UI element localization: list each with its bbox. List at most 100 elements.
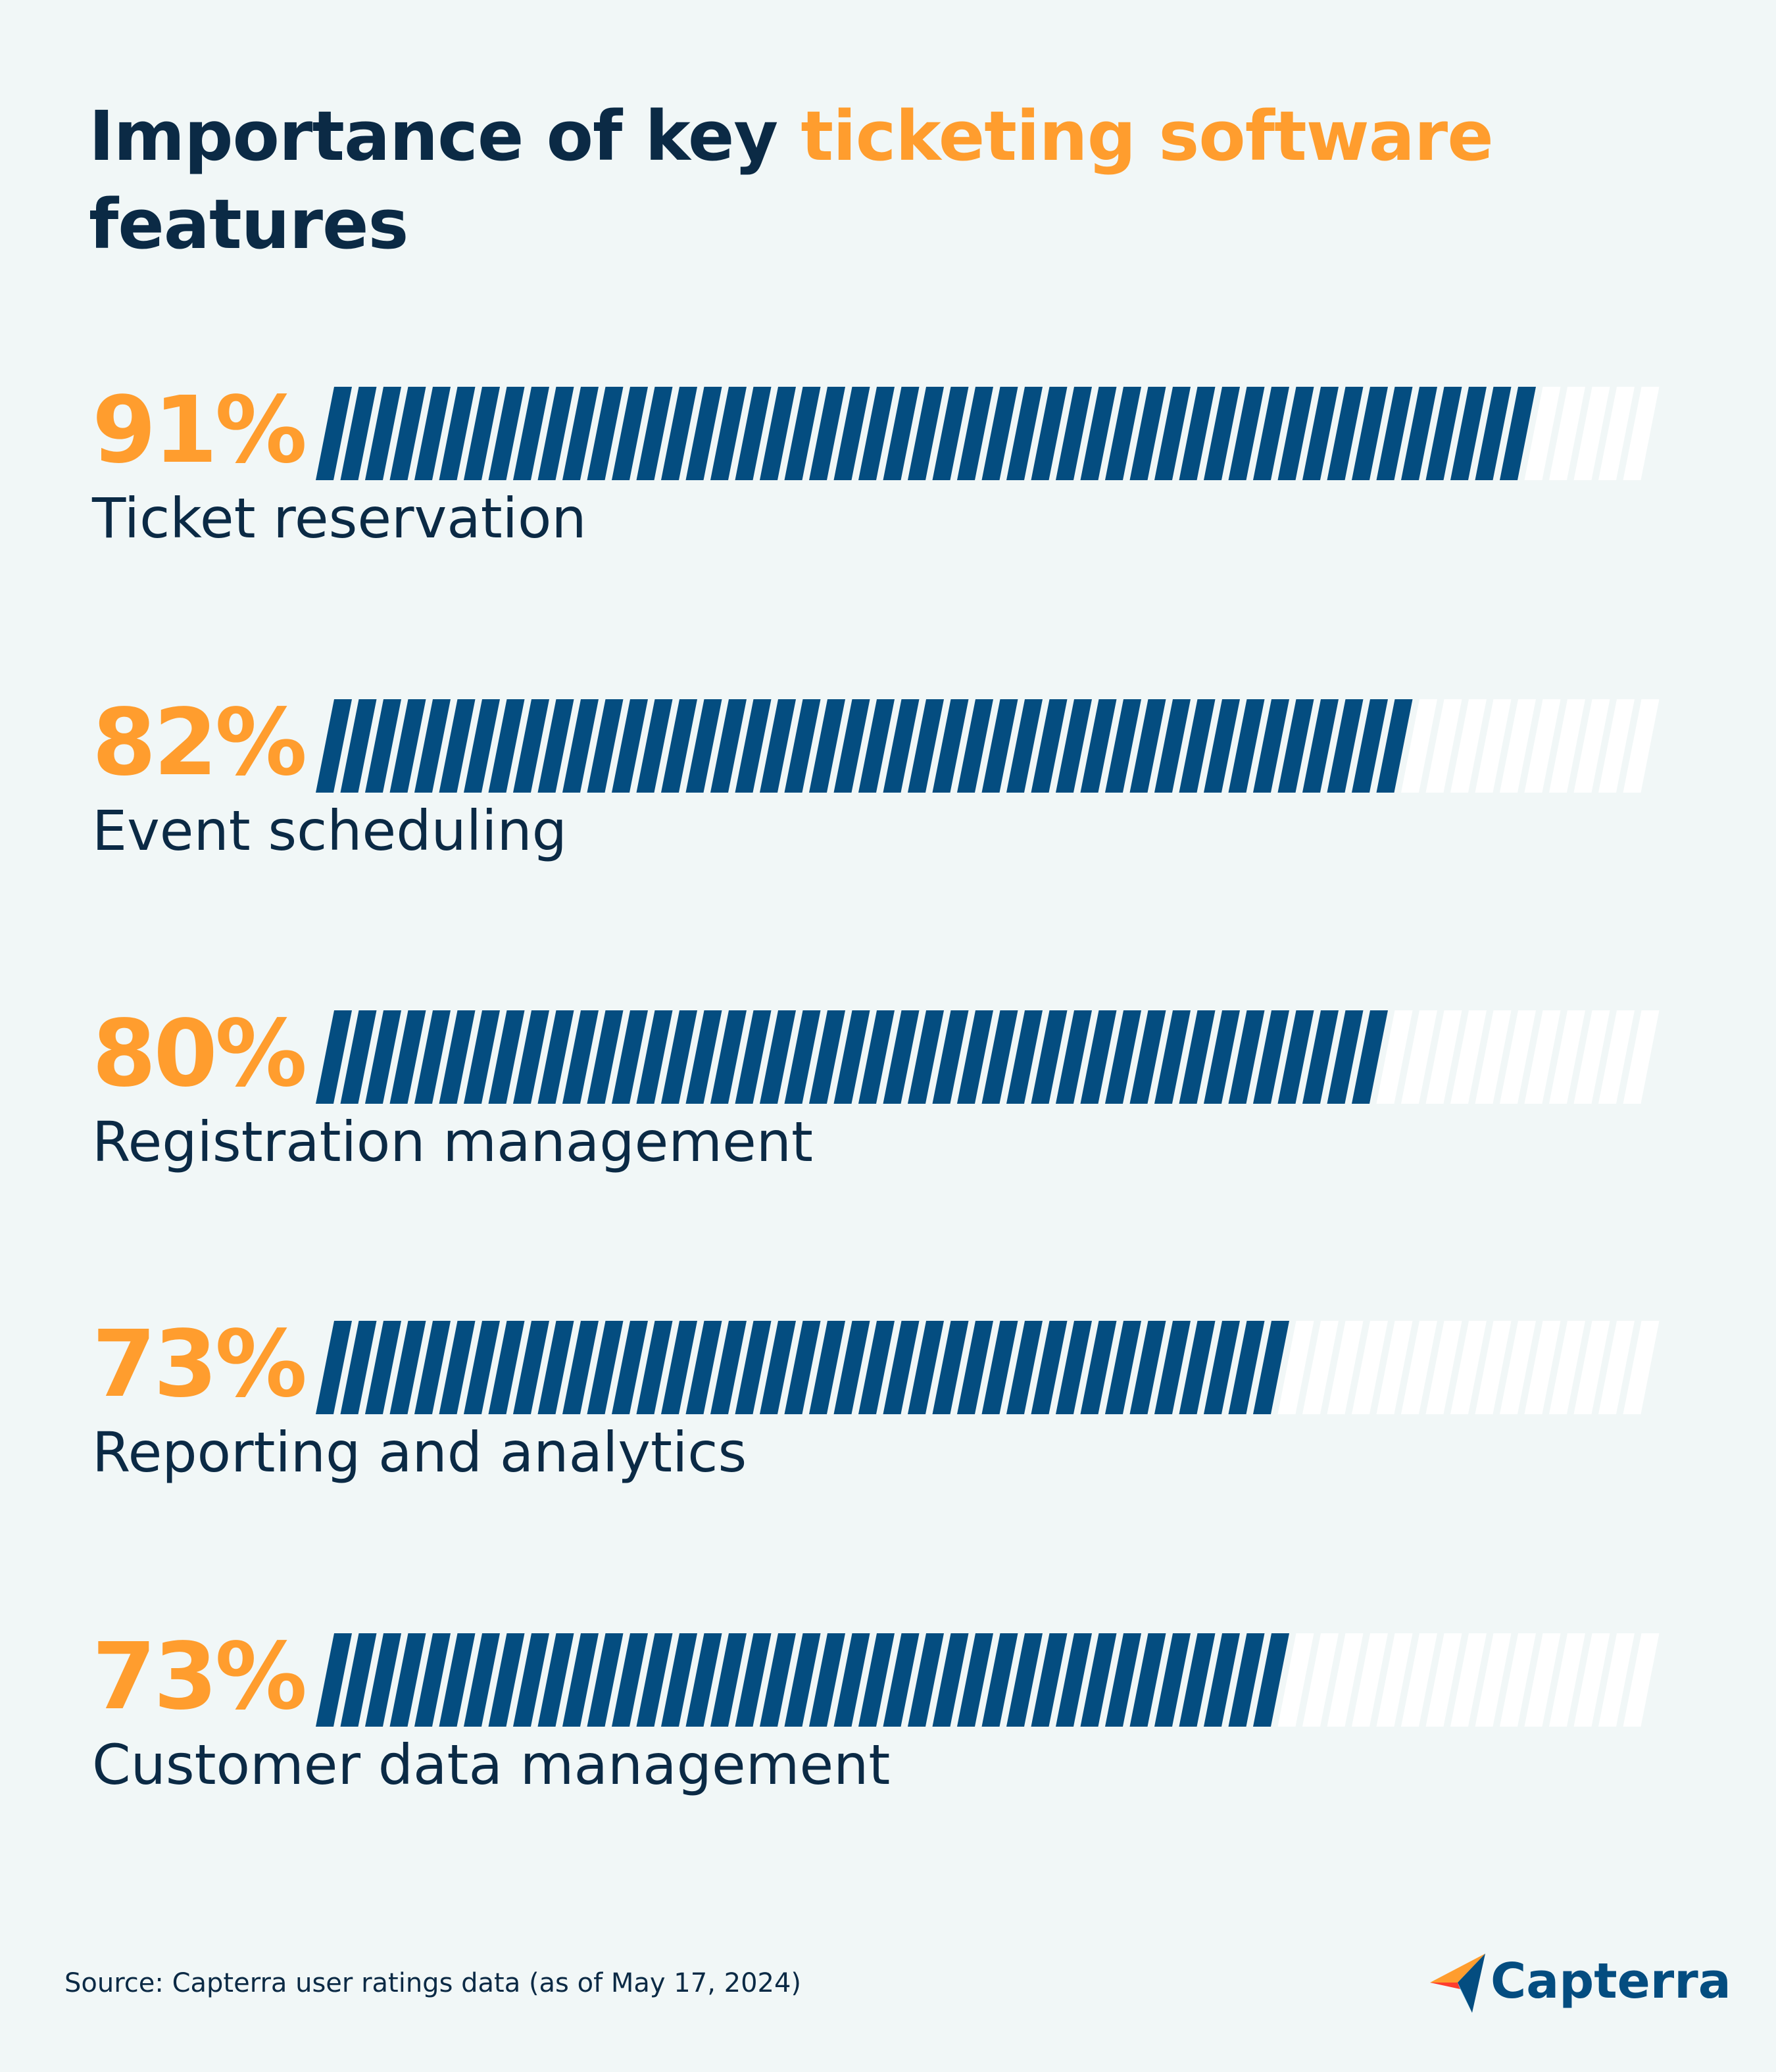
- title-part-2: features: [89, 184, 408, 264]
- bar-stripe-filled: [636, 1010, 673, 1104]
- bar-stripe-filled: [661, 1321, 697, 1414]
- bar-stripe-filled: [488, 1633, 525, 1727]
- bar-stripe-filled: [1204, 387, 1240, 480]
- bar-stripe-empty: [1598, 387, 1635, 480]
- bar-stripe-empty: [1573, 699, 1610, 793]
- bar-stripe-filled: [389, 1321, 426, 1414]
- bar-stripe-empty: [1352, 1633, 1388, 1727]
- bar-stripe-filled: [981, 387, 1018, 480]
- bar-stripe-filled: [981, 699, 1018, 793]
- bar-stripe-filled: [1080, 1010, 1117, 1104]
- bar-stripe-filled: [932, 699, 969, 793]
- bar-stripe-empty: [1450, 1010, 1487, 1104]
- bar-stripe-filled: [365, 387, 401, 480]
- bar-stripe-filled: [932, 387, 969, 480]
- bar-stripe-filled: [612, 387, 648, 480]
- bar-stripe-filled: [908, 699, 944, 793]
- bar-stripe-filled: [1253, 699, 1289, 793]
- bar-stripe-filled: [1154, 1010, 1191, 1104]
- bar-stripe-filled: [1105, 387, 1141, 480]
- bar-stripe-filled: [612, 1010, 648, 1104]
- bar-stripe-filled: [1228, 1321, 1265, 1414]
- bar-stripe-empty: [1401, 1321, 1437, 1414]
- bar-stripe-empty: [1401, 1010, 1437, 1104]
- bar-stripe-filled: [1056, 1633, 1092, 1727]
- bar-stripe-empty: [1598, 1633, 1635, 1727]
- title-part-1: Importance of key: [89, 96, 801, 176]
- bar-stripe-empty: [1573, 1633, 1610, 1727]
- bar-stripe-filled: [513, 1321, 549, 1414]
- bar-stripe-filled: [1401, 387, 1437, 480]
- bar-stripe-filled: [760, 1010, 796, 1104]
- bar-stripe-filled: [735, 387, 772, 480]
- bar-stripe-filled: [1204, 699, 1240, 793]
- bar-stripe-filled: [1228, 1010, 1265, 1104]
- bar-stripe-filled: [735, 1633, 772, 1727]
- bar-stripe-empty: [1549, 1321, 1585, 1414]
- bar-stripe-filled: [858, 1321, 895, 1414]
- value-label: 73%: [92, 1311, 307, 1418]
- bar-stripe-empty: [1573, 1010, 1610, 1104]
- value-label: 82%: [92, 689, 307, 797]
- bar-stripe-filled: [1253, 1633, 1289, 1727]
- bar-stripe-filled: [587, 1633, 624, 1727]
- bar-stripe-filled: [1179, 699, 1216, 793]
- bar-stripe-filled: [439, 1321, 476, 1414]
- bar-stripe-empty: [1425, 699, 1462, 793]
- bar-stripe-filled: [833, 387, 870, 480]
- bar-stripe-filled: [1253, 387, 1289, 480]
- bar-stripe-filled: [389, 699, 426, 793]
- bar-stripe-filled: [685, 699, 722, 793]
- bar-stripe-empty: [1573, 387, 1610, 480]
- bar-stripe-filled: [1129, 1010, 1166, 1104]
- bar-stripe-filled: [513, 699, 549, 793]
- bar-stripe-filled: [1129, 699, 1166, 793]
- bar-stripe-empty: [1376, 1633, 1413, 1727]
- bar-stripe-filled: [464, 1633, 500, 1727]
- bar-stripe-filled: [760, 387, 796, 480]
- bar: [316, 387, 1660, 480]
- bar-stripe-empty: [1549, 1633, 1585, 1727]
- bar-stripe-filled: [1376, 387, 1413, 480]
- bar-stripe-filled: [464, 699, 500, 793]
- bar-stripe-empty: [1524, 1321, 1561, 1414]
- bar-stripe-empty: [1500, 1633, 1536, 1727]
- bar: [316, 699, 1660, 793]
- bar-stripe-filled: [439, 1633, 476, 1727]
- bar-stripe-filled: [1352, 1010, 1388, 1104]
- bar-stripe-empty: [1302, 1633, 1339, 1727]
- bar-stripe-filled: [883, 387, 920, 480]
- bar-stripe-filled: [1204, 1633, 1240, 1727]
- category-label: Event scheduling: [92, 799, 567, 863]
- bar-stripe-filled: [1228, 699, 1265, 793]
- bar-stripe-filled: [1154, 1321, 1191, 1414]
- bar-stripe-filled: [537, 699, 574, 793]
- bar-stripe-filled: [710, 699, 747, 793]
- bar-stripe-filled: [1006, 699, 1043, 793]
- bar-stripe-filled: [1327, 699, 1364, 793]
- bar-stripe-filled: [1031, 699, 1068, 793]
- bar-stripe-filled: [760, 1633, 796, 1727]
- bar-stripe-filled: [1031, 387, 1068, 480]
- bar-stripe-empty: [1549, 699, 1585, 793]
- bar-stripe-empty: [1524, 387, 1561, 480]
- bar-stripe-filled: [1302, 387, 1339, 480]
- bar-stripe-filled: [587, 1321, 624, 1414]
- bar-stripe-filled: [784, 1010, 821, 1104]
- bar-stripe-filled: [760, 1321, 796, 1414]
- bar-stripe-filled: [340, 1633, 377, 1727]
- bar-stripe-empty: [1573, 1321, 1610, 1414]
- capterra-logo[interactable]: Capterra: [1427, 1946, 1731, 2018]
- bar-stripe-filled: [1056, 699, 1092, 793]
- category-label: Ticket reservation: [92, 486, 587, 551]
- bar-stripe-filled: [908, 387, 944, 480]
- bar-stripe-filled: [414, 387, 451, 480]
- bar-stripe-filled: [1006, 1633, 1043, 1727]
- bar-stripe-filled: [710, 1633, 747, 1727]
- bar-stripe-filled: [1179, 1321, 1216, 1414]
- bar-stripe-filled: [1204, 1321, 1240, 1414]
- bar-stripe-empty: [1327, 1633, 1364, 1727]
- bar-stripe-empty: [1425, 1010, 1462, 1104]
- bar-stripe-empty: [1450, 1633, 1487, 1727]
- bar-stripe-filled: [1228, 1633, 1265, 1727]
